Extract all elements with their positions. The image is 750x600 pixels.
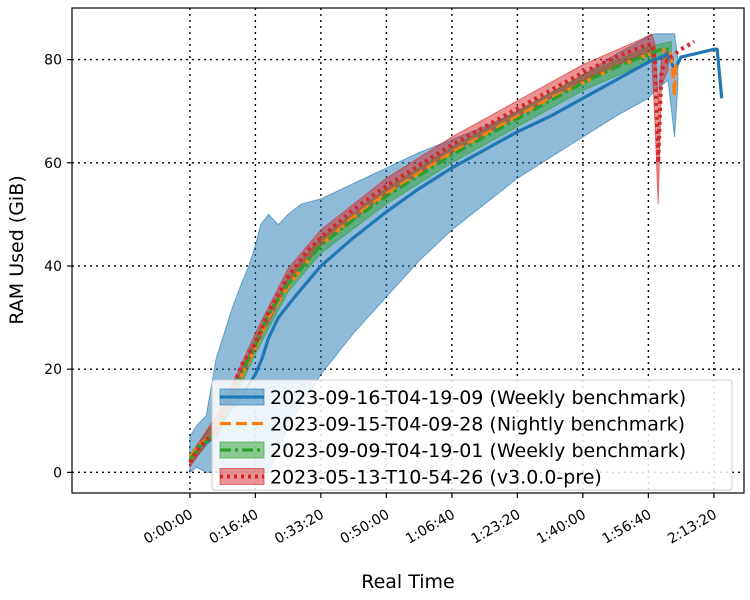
- x-tick-label: 2:13:20: [665, 507, 720, 548]
- x-tick-label: 1:56:40: [600, 507, 655, 548]
- legend-entry: 2023-09-16-T04-19-09 (Weekly benchmark): [270, 387, 686, 409]
- legend-entry: 2023-09-15-T04-09-28 (Nightly benchmark): [270, 414, 685, 436]
- series-line: [188, 47, 678, 458]
- legend: 2023-09-16-T04-19-09 (Weekly benchmark) 2…: [211, 379, 733, 491]
- x-axis-label: Real Time: [361, 571, 455, 593]
- series-band: [189, 33, 669, 469]
- legend-box: [211, 379, 733, 491]
- x-tick-label: 1:23:20: [469, 507, 524, 548]
- y-tick-label: 0: [53, 465, 62, 481]
- x-tick-label: 1:06:40: [403, 507, 458, 548]
- y-tick-label: 60: [44, 156, 62, 172]
- legend-entry: 2023-05-13-T10-54-26 (v3.0.0-pre): [270, 467, 602, 489]
- series-line: [188, 39, 696, 464]
- legend-entry: 2023-09-09-T04-19-01 (Weekly benchmark): [270, 440, 686, 462]
- y-tick-label: 20: [44, 362, 62, 378]
- x-tick-label: 0:16:40: [207, 507, 262, 548]
- plot-frame: [71, 7, 745, 494]
- x-tick-label: 1:40:00: [534, 507, 589, 548]
- x-tick-label: 0:50:00: [338, 507, 393, 548]
- y-tick-label: 40: [44, 259, 62, 275]
- y-axis-label: RAM Used (GiB): [6, 175, 28, 324]
- y-tick-label: 80: [44, 53, 62, 69]
- x-tick-label: 0:33:20: [272, 507, 327, 548]
- x-tick-label: 0:00:00: [141, 507, 196, 548]
